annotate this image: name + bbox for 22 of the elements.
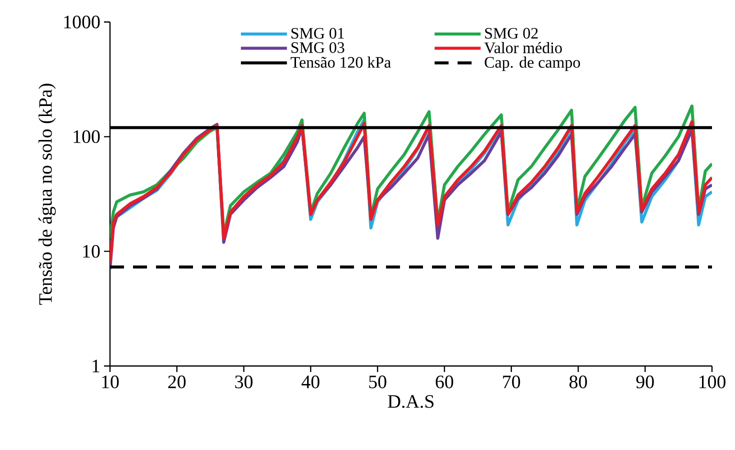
y-axis-title: Tensão de água no solo (kPa) (38, 84, 56, 305)
legend-label: Cap. de campo (484, 56, 580, 71)
x-tick-label: 90 (636, 376, 654, 388)
x-tick-label: 60 (436, 376, 454, 388)
legend-label: Tensão 120 kPa (290, 56, 391, 68)
y-tick-label: 10 (83, 244, 100, 258)
x-tick-label: 70 (503, 376, 520, 388)
legend-label: SMG 02 (485, 28, 538, 39)
legend-label: SMG 01 (291, 28, 344, 39)
legend-label: Valor médio (484, 42, 562, 54)
y-tick-label: 100 (74, 130, 100, 144)
x-tick-label: 80 (569, 376, 587, 388)
x-tick-label: 100 (699, 376, 726, 388)
y-tick-label: 1 (92, 360, 100, 372)
x-tick-label: 40 (302, 376, 320, 388)
x-tick-label: 20 (168, 376, 186, 388)
y-tick-label: 1000 (64, 16, 100, 28)
legend-label: SMG 03 (291, 42, 344, 53)
x-tick-label: 10 (102, 376, 119, 388)
x-tick-label: 50 (369, 376, 386, 388)
x-axis-title: D.A.S (388, 395, 434, 408)
x-tick-label: 30 (235, 376, 253, 388)
